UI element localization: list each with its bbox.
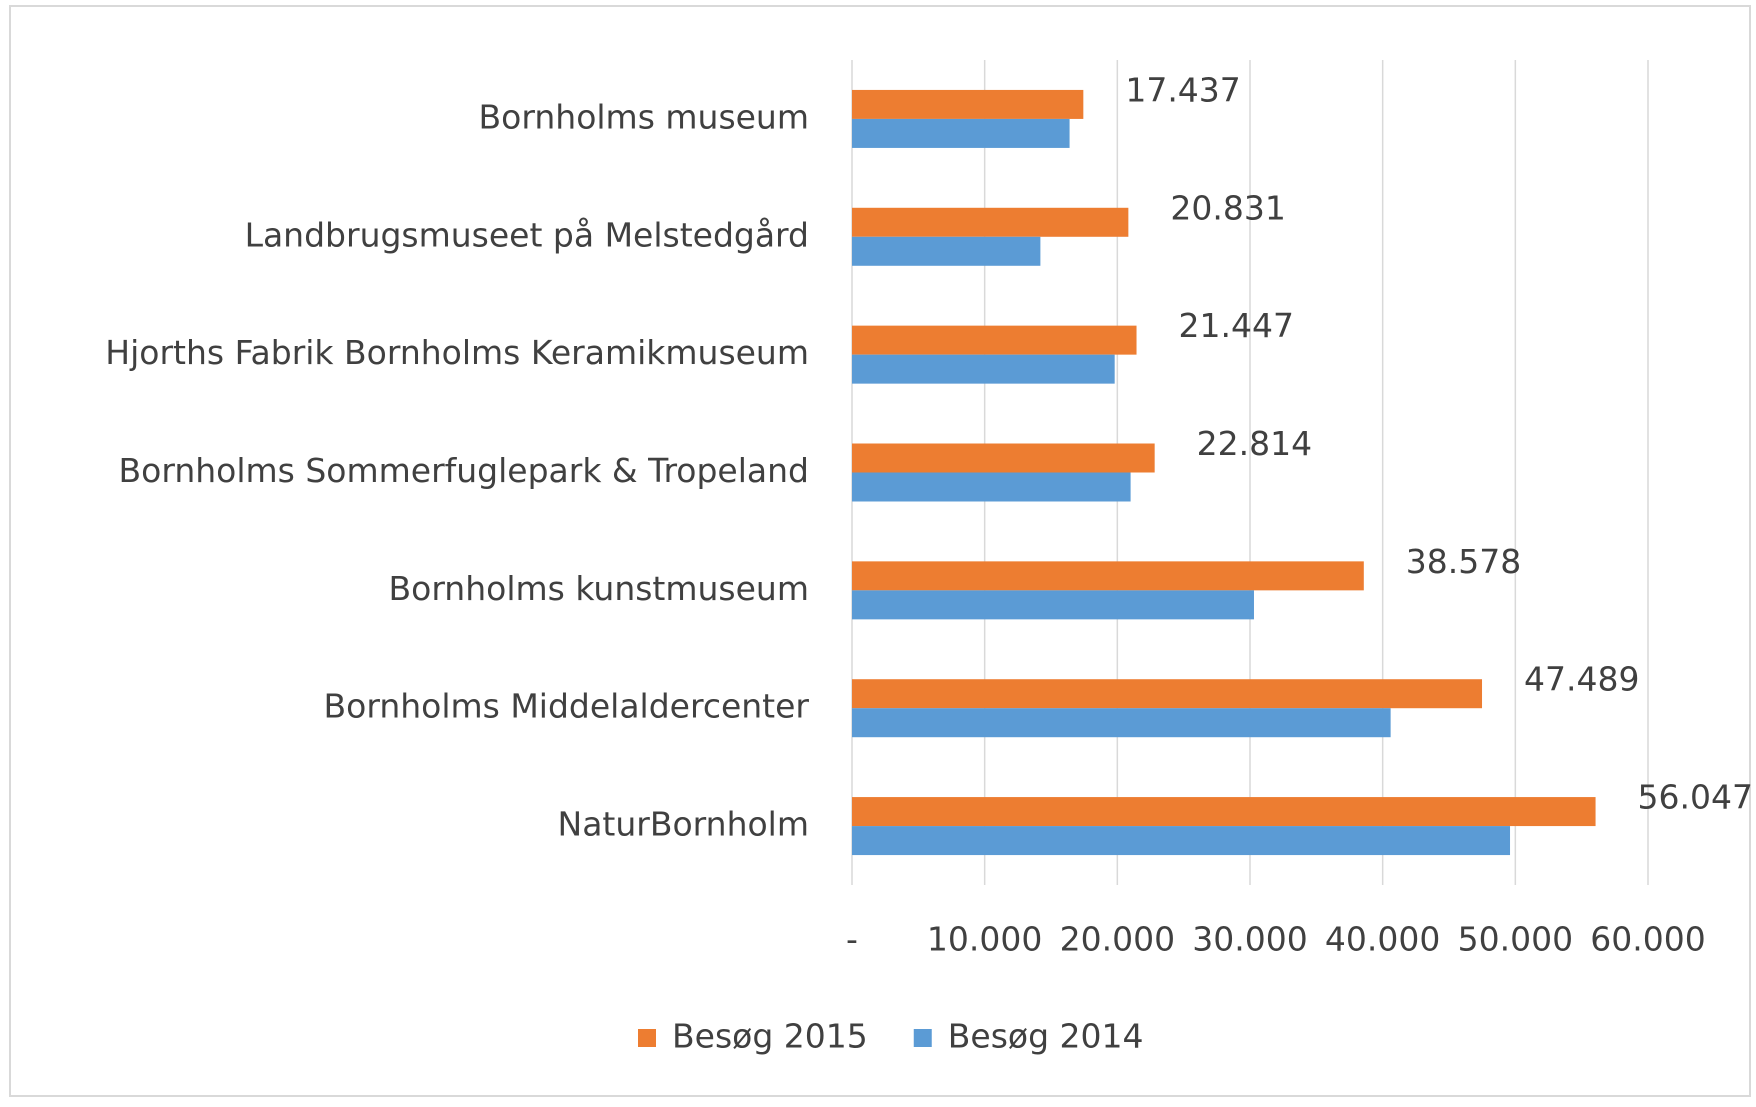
bar: [852, 443, 1155, 473]
legend-swatch: [913, 1029, 932, 1047]
x-tick-label: 40.000: [1325, 920, 1440, 959]
legend-swatch: [638, 1029, 656, 1047]
data-label: 17.437: [1125, 70, 1240, 109]
y-tick-label: Landbrugsmuseet på Melstedgård: [245, 215, 809, 254]
bar: [852, 89, 1084, 119]
bar: [852, 325, 1137, 355]
bar: [852, 236, 1041, 266]
y-tick-label: Bornholms Sommerfuglepark & Tropeland: [119, 451, 810, 490]
bar: [852, 118, 1070, 148]
bar: [852, 797, 1596, 827]
x-tick-label: 50.000: [1458, 920, 1573, 959]
y-tick-label: Bornholms Middelaldercenter: [324, 687, 810, 726]
x-tick-label: 10.000: [927, 920, 1042, 959]
data-label: 38.578: [1406, 542, 1521, 581]
bar: [852, 708, 1391, 738]
y-tick-label: Hjorths Fabrik Bornholms Keramikmuseum: [105, 333, 809, 372]
data-label: 20.831: [1170, 188, 1285, 227]
bar: [852, 354, 1115, 384]
y-tick-label: Bornholms museum: [479, 97, 809, 136]
bar: [852, 590, 1254, 620]
x-tick-label: 30.000: [1192, 920, 1307, 959]
legend-label: Besøg 2015: [672, 1017, 868, 1056]
bar: [852, 679, 1483, 709]
bar: [852, 561, 1364, 591]
y-tick-label: NaturBornholm: [558, 805, 809, 844]
bar: [852, 472, 1131, 502]
x-tick-label: 60.000: [1590, 920, 1705, 959]
x-tick-label: -: [846, 920, 858, 959]
legend-label: Besøg 2014: [948, 1017, 1144, 1056]
y-tick-label: Bornholms kunstmuseum: [388, 569, 809, 608]
bar: [852, 207, 1129, 237]
data-label: 56.047: [1638, 778, 1753, 817]
data-label: 21.447: [1179, 306, 1294, 345]
data-label: 47.489: [1524, 660, 1639, 699]
data-label: 22.814: [1197, 424, 1312, 463]
chart-border: [9, 5, 1751, 1097]
bar: [852, 826, 1511, 856]
x-tick-label: 20.000: [1060, 920, 1175, 959]
